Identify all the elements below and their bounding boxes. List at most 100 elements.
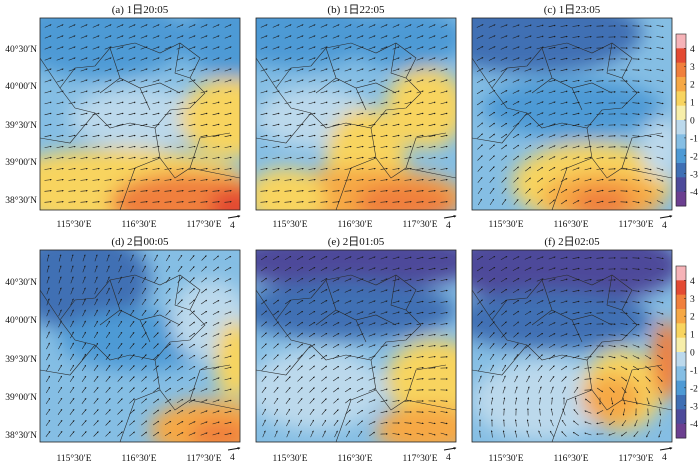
wind-arrow bbox=[512, 122, 520, 128]
wind-arrow bbox=[128, 90, 136, 94]
wind-arrow bbox=[344, 79, 352, 83]
wind-arrow bbox=[368, 200, 376, 203]
wind-arrow bbox=[308, 156, 316, 159]
wind-arrow bbox=[68, 79, 76, 83]
wind-arrow bbox=[116, 46, 124, 50]
wind-arrow bbox=[477, 198, 483, 206]
wind-arrow bbox=[260, 145, 268, 148]
wind-arrow bbox=[80, 112, 88, 116]
wind-arrow bbox=[392, 46, 400, 50]
wind-arrow bbox=[344, 24, 352, 28]
colorbar-swatch bbox=[676, 266, 686, 281]
wind-arrow bbox=[368, 145, 376, 148]
wind-arrow bbox=[296, 112, 304, 116]
wind-arrow bbox=[632, 157, 640, 160]
wind-arrow bbox=[200, 46, 208, 50]
wind-arrow bbox=[525, 199, 531, 205]
wind-arrow bbox=[212, 200, 220, 203]
wind-arrow bbox=[140, 57, 148, 61]
wind-arrow bbox=[584, 189, 592, 193]
wind-arrow bbox=[512, 112, 520, 116]
y-axis-labels-top: 40°30′N 40°00′N 39°30′N 39°00′N 38°30′N bbox=[5, 44, 37, 206]
colorbar-swatch bbox=[676, 34, 686, 49]
wind-arrow bbox=[68, 68, 76, 72]
wind-arrow bbox=[224, 79, 232, 83]
wind-arrow bbox=[512, 46, 520, 50]
wind-arrow bbox=[477, 187, 483, 195]
wind-arrow bbox=[284, 57, 292, 61]
wind-arrow bbox=[644, 102, 652, 105]
wind-arrow bbox=[272, 167, 280, 170]
wind-arrow bbox=[44, 101, 52, 105]
wind-arrow bbox=[644, 80, 652, 83]
colorbar-swatch bbox=[676, 309, 686, 324]
wind-arrow bbox=[344, 101, 352, 105]
wind-arrow bbox=[272, 145, 280, 148]
wind-arrow bbox=[92, 68, 100, 72]
wind-arrow bbox=[212, 57, 220, 61]
colorbar-swatch bbox=[676, 366, 686, 382]
wind-arrow bbox=[80, 90, 88, 94]
x-tick: 116°30′E bbox=[553, 453, 588, 464]
wind-arrow bbox=[368, 79, 376, 83]
wind-arrow bbox=[224, 156, 232, 159]
wind-arrow bbox=[128, 35, 136, 39]
colorbar-tick-label: 2 bbox=[690, 81, 695, 91]
colorbar-swatch bbox=[676, 294, 686, 310]
wind-arrow bbox=[416, 24, 424, 28]
wind-arrow bbox=[284, 46, 292, 50]
wind-arrow bbox=[284, 156, 292, 159]
wind-arrow bbox=[656, 113, 664, 116]
wind-arrow bbox=[489, 122, 496, 128]
wind-arrow bbox=[44, 112, 52, 116]
wind-arrow bbox=[116, 24, 124, 28]
wind-arrow bbox=[56, 178, 64, 181]
wind-arrow bbox=[116, 123, 124, 127]
wind-arrow bbox=[332, 57, 340, 61]
wind-arrow bbox=[224, 189, 232, 192]
colorbar-tick-label: -3 bbox=[690, 170, 698, 180]
wind-arrow bbox=[548, 101, 556, 105]
wind-arrow bbox=[224, 101, 232, 105]
colorbar-tick-label: 4 bbox=[690, 277, 695, 287]
wind-arrow bbox=[644, 36, 652, 39]
wind-arrow bbox=[525, 166, 532, 172]
wind-arrow bbox=[524, 46, 532, 50]
wind-arrow bbox=[320, 57, 328, 61]
wind-arrow bbox=[116, 90, 124, 94]
wind-arrow bbox=[608, 200, 616, 203]
wind-arrow bbox=[44, 68, 52, 72]
wind-arrow bbox=[260, 90, 268, 94]
wind-arrow bbox=[44, 79, 52, 83]
wind-arrow bbox=[656, 58, 664, 61]
wind-arrow bbox=[80, 101, 88, 105]
wind-arrow bbox=[632, 201, 640, 204]
wind-arrow bbox=[572, 35, 580, 38]
wind-arrow bbox=[188, 134, 196, 137]
wind-arrow bbox=[428, 24, 436, 28]
wind-arrow bbox=[512, 144, 520, 150]
wind-arrow bbox=[344, 145, 352, 148]
wind-arrow bbox=[644, 146, 652, 149]
wind-arrow bbox=[368, 189, 376, 192]
wind-arrow bbox=[104, 35, 112, 39]
wind-arrow bbox=[224, 167, 232, 170]
wind-vectors bbox=[260, 24, 448, 203]
wind-arrow bbox=[284, 178, 292, 181]
y-tick: 39°00′N bbox=[5, 392, 37, 403]
colorbar-tick-label: -2 bbox=[690, 384, 698, 394]
wind-arrow bbox=[368, 24, 376, 28]
wind-arrow bbox=[164, 35, 172, 39]
wind-arrow bbox=[104, 156, 112, 159]
wind-arrow bbox=[500, 46, 508, 50]
wind-arrow bbox=[128, 123, 136, 127]
wind-arrow bbox=[356, 35, 364, 39]
wind-arrow bbox=[308, 189, 316, 192]
wind-arrow bbox=[512, 57, 520, 61]
wind-arrow bbox=[416, 200, 424, 203]
wind-arrow bbox=[320, 101, 328, 105]
wind-arrow bbox=[56, 134, 64, 137]
wind-arrow bbox=[284, 79, 292, 83]
wind-arrow bbox=[536, 46, 544, 50]
wind-arrow bbox=[212, 189, 220, 192]
